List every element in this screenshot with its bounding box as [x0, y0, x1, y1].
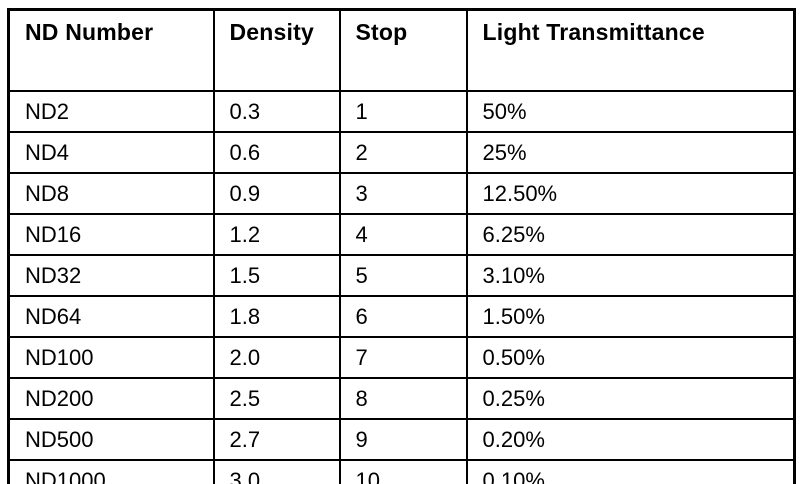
cell-stop: 10 [338, 459, 468, 484]
cell-density: 3.0 [212, 459, 341, 484]
cell-density: 1.5 [212, 254, 341, 297]
cell-density: 1.2 [212, 213, 341, 256]
cell-light-transmittance: 3.10% [465, 254, 796, 297]
table-row: ND200 2.5 8 0.25% [7, 377, 796, 420]
cell-stop: 4 [338, 213, 468, 256]
cell-stop: 7 [338, 336, 468, 379]
table-row: ND4 0.6 2 25% [7, 131, 796, 174]
cell-light-transmittance: 1.50% [465, 295, 796, 338]
cell-density: 0.6 [212, 131, 341, 174]
cell-stop: 9 [338, 418, 468, 461]
cell-light-transmittance: 50% [465, 90, 796, 133]
column-header-nd-number: ND Number [7, 8, 215, 92]
table-row: ND64 1.8 6 1.50% [7, 295, 796, 338]
cell-light-transmittance: 0.25% [465, 377, 796, 420]
cell-light-transmittance: 0.50% [465, 336, 796, 379]
cell-stop: 2 [338, 131, 468, 174]
column-header-density: Density [212, 8, 341, 92]
table-row: ND1000 3.0 10 0.10% [7, 459, 796, 484]
nd-filter-table: ND Number Density Stop Light Transmittan… [7, 8, 796, 484]
cell-nd-number: ND100 [7, 336, 215, 379]
cell-stop: 3 [338, 172, 468, 215]
cell-nd-number: ND500 [7, 418, 215, 461]
cell-light-transmittance: 12.50% [465, 172, 796, 215]
table-row: ND16 1.2 4 6.25% [7, 213, 796, 256]
cell-light-transmittance: 0.10% [465, 459, 796, 484]
cell-nd-number: ND8 [7, 172, 215, 215]
cell-density: 2.7 [212, 418, 341, 461]
cell-nd-number: ND2 [7, 90, 215, 133]
cell-density: 2.5 [212, 377, 341, 420]
cell-density: 0.9 [212, 172, 341, 215]
table-row: ND2 0.3 1 50% [7, 90, 796, 133]
column-header-stop: Stop [338, 8, 468, 92]
cell-density: 2.0 [212, 336, 341, 379]
cell-stop: 8 [338, 377, 468, 420]
cell-density: 0.3 [212, 90, 341, 133]
cell-stop: 5 [338, 254, 468, 297]
column-header-light-transmittance: Light Transmittance [465, 8, 796, 92]
cell-nd-number: ND4 [7, 131, 215, 174]
cell-nd-number: ND32 [7, 254, 215, 297]
cell-light-transmittance: 0.20% [465, 418, 796, 461]
header-row: ND Number Density Stop Light Transmittan… [7, 8, 796, 92]
cell-light-transmittance: 6.25% [465, 213, 796, 256]
cell-nd-number: ND1000 [7, 459, 215, 484]
cell-light-transmittance: 25% [465, 131, 796, 174]
cell-nd-number: ND16 [7, 213, 215, 256]
cell-stop: 6 [338, 295, 468, 338]
table-row: ND32 1.5 5 3.10% [7, 254, 796, 297]
cell-stop: 1 [338, 90, 468, 133]
cell-nd-number: ND200 [7, 377, 215, 420]
table-row: ND500 2.7 9 0.20% [7, 418, 796, 461]
cell-density: 1.8 [212, 295, 341, 338]
cell-nd-number: ND64 [7, 295, 215, 338]
table-row: ND100 2.0 7 0.50% [7, 336, 796, 379]
table-row: ND8 0.9 3 12.50% [7, 172, 796, 215]
